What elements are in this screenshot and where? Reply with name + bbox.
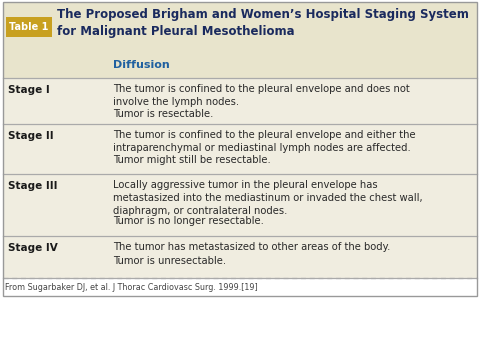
- Text: Stage I: Stage I: [8, 85, 50, 95]
- Bar: [3, 78, 477, 124]
- Text: Diffusion: Diffusion: [113, 60, 170, 70]
- Text: The tumor is confined to the pleural envelope and does not
involve the lymph nod: The tumor is confined to the pleural env…: [113, 84, 410, 107]
- Text: Tumor is resectable.: Tumor is resectable.: [113, 109, 214, 119]
- Bar: [6, 17, 52, 37]
- Text: Tumor is no longer resectable.: Tumor is no longer resectable.: [113, 216, 264, 225]
- Text: The Proposed Brigham and Women’s Hospital Staging System
for Malignant Pleural M: The Proposed Brigham and Women’s Hospita…: [57, 8, 469, 39]
- Text: Tumor might still be resectable.: Tumor might still be resectable.: [113, 155, 271, 165]
- Text: The tumor has metastasized to other areas of the body.: The tumor has metastasized to other area…: [113, 242, 390, 252]
- Text: Stage II: Stage II: [8, 131, 54, 141]
- Bar: [3, 124, 477, 174]
- Bar: [3, 2, 477, 52]
- Text: Stage III: Stage III: [8, 181, 58, 191]
- Text: Tumor is unresectable.: Tumor is unresectable.: [113, 256, 226, 266]
- Bar: [3, 174, 477, 236]
- Text: From Sugarbaker DJ, et al. J Thorac Cardiovasc Surg. 1999.[19]: From Sugarbaker DJ, et al. J Thorac Card…: [5, 283, 258, 292]
- Bar: [3, 52, 477, 78]
- Text: Table 1: Table 1: [9, 22, 48, 32]
- Bar: [3, 2, 477, 296]
- Text: Locally aggressive tumor in the pleural envelope has
metastasized into the media: Locally aggressive tumor in the pleural …: [113, 180, 422, 216]
- Text: The tumor is confined to the pleural envelope and either the
intraparenchymal or: The tumor is confined to the pleural env…: [113, 130, 416, 153]
- Text: Stage IV: Stage IV: [8, 243, 58, 253]
- Bar: [3, 236, 477, 278]
